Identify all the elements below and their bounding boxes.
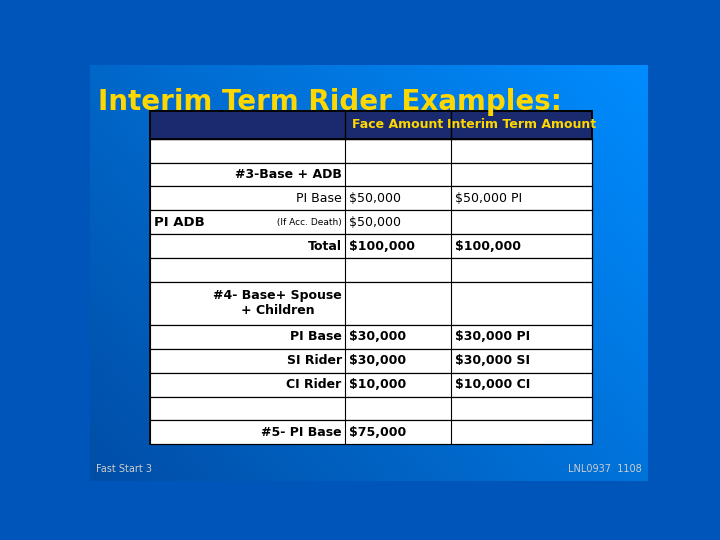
Bar [150, 111, 593, 139]
Text: $10,000 CI: $10,000 CI [455, 378, 530, 391]
Bar [150, 258, 593, 282]
Text: #3-Base + ADB: #3-Base + ADB [235, 168, 342, 181]
Bar [150, 210, 593, 234]
Text: $30,000 PI: $30,000 PI [455, 330, 530, 343]
Text: Fast Start 3: Fast Start 3 [96, 464, 152, 475]
Bar [150, 373, 593, 396]
Bar [150, 282, 593, 325]
Bar [150, 349, 593, 373]
Text: Interim Term Amount: Interim Term Amount [447, 118, 596, 131]
Text: $30,000: $30,000 [348, 354, 406, 367]
Bar [150, 139, 593, 163]
Text: $50,000 PI: $50,000 PI [455, 192, 522, 205]
Text: $30,000 SI: $30,000 SI [455, 354, 530, 367]
Text: LNL0937  1108: LNL0937 1108 [568, 464, 642, 475]
Text: #4- Base+ Spouse
+ Children: #4- Base+ Spouse + Children [213, 289, 342, 318]
Text: SI Rider: SI Rider [287, 354, 342, 367]
Text: (If Acc. Death): (If Acc. Death) [274, 218, 342, 227]
Bar [150, 396, 593, 420]
Text: Total: Total [307, 240, 342, 253]
Bar [150, 186, 593, 211]
Bar [150, 325, 593, 349]
Text: $100,000: $100,000 [455, 240, 521, 253]
Bar [150, 234, 593, 258]
Text: PI ADB: PI ADB [153, 216, 204, 229]
Text: CI Rider: CI Rider [287, 378, 342, 391]
Text: $100,000: $100,000 [348, 240, 415, 253]
Text: $50,000: $50,000 [348, 216, 401, 229]
Bar [150, 420, 593, 444]
Text: Interim Term Rider Examples:: Interim Term Rider Examples: [98, 88, 562, 116]
Text: PI Base: PI Base [296, 192, 342, 205]
Bar [150, 163, 593, 186]
Text: $50,000: $50,000 [348, 192, 401, 205]
Text: $30,000: $30,000 [348, 330, 406, 343]
Text: #5- PI Base: #5- PI Base [261, 426, 342, 439]
Text: $10,000: $10,000 [348, 378, 406, 391]
Text: $75,000: $75,000 [348, 426, 406, 439]
Text: PI Base: PI Base [290, 330, 342, 343]
Text: Face Amount: Face Amount [352, 118, 444, 131]
